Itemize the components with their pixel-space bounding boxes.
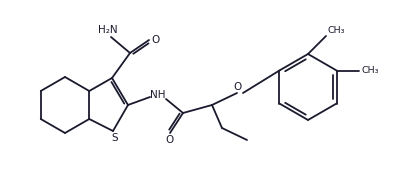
Text: S: S: [111, 133, 118, 143]
Text: O: O: [165, 135, 173, 145]
Text: H₂N: H₂N: [98, 25, 118, 35]
Text: CH₃: CH₃: [328, 25, 346, 34]
Text: O: O: [234, 82, 242, 92]
Text: O: O: [151, 35, 159, 45]
Text: NH: NH: [150, 90, 166, 100]
Text: CH₃: CH₃: [362, 66, 379, 75]
